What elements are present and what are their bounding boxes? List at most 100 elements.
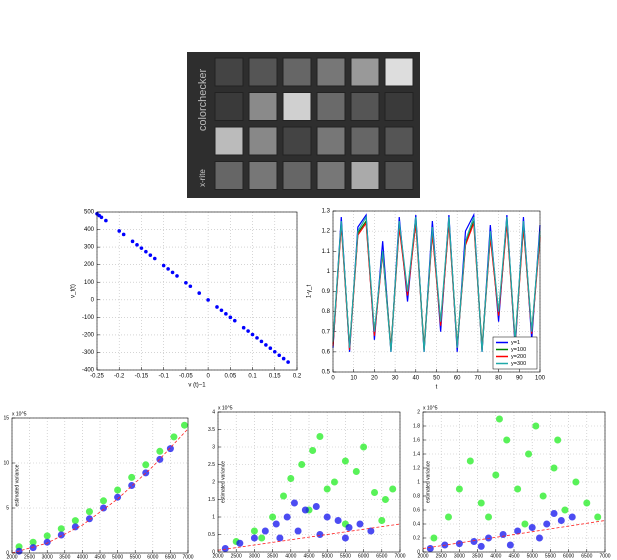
point xyxy=(236,539,244,547)
point xyxy=(166,267,170,271)
point xyxy=(378,517,386,524)
point xyxy=(264,343,268,347)
plot-frame xyxy=(332,210,541,373)
legend-label: y=1 xyxy=(511,340,520,346)
point xyxy=(485,534,493,542)
x-tick-label: 70 xyxy=(475,376,482,382)
point xyxy=(381,496,389,503)
point xyxy=(170,433,178,441)
y-axis-label: v_t(t) xyxy=(71,284,77,298)
y-tick-label: 0.5 xyxy=(322,370,331,376)
axis-multiplier: x 10^5 xyxy=(12,411,27,417)
series-line xyxy=(11,428,189,554)
y-tick-label: 100 xyxy=(84,280,95,286)
point xyxy=(197,291,202,295)
x-tick-label: 10 xyxy=(350,376,357,382)
point xyxy=(272,520,280,528)
y-axis-label: estimated variance xyxy=(14,464,20,506)
x-tick-label: 4000 xyxy=(77,554,88,560)
y-tick-label: 0 xyxy=(212,549,215,555)
point xyxy=(583,499,591,507)
x-tick-label: -0.05 xyxy=(179,374,193,380)
y-tick-label: 2 xyxy=(417,409,420,415)
x-tick-label: 3000 xyxy=(42,554,53,560)
point xyxy=(135,243,139,247)
x-tick-label: 6000 xyxy=(147,554,158,560)
y-axis-label: estimated variance xyxy=(220,461,226,503)
y-tick-label: 1.3 xyxy=(322,209,331,215)
y-tick-label: 1.2 xyxy=(322,229,331,235)
y-tick-label: -400 xyxy=(82,368,95,374)
point xyxy=(550,510,558,517)
point xyxy=(130,239,135,244)
patch xyxy=(248,57,278,87)
point xyxy=(323,485,331,493)
point xyxy=(286,360,290,364)
point xyxy=(514,527,522,535)
x-tick-label: 2500 xyxy=(436,553,447,559)
point xyxy=(356,520,364,528)
point xyxy=(525,450,533,458)
y-tick-label: 0.5 xyxy=(208,532,215,538)
point xyxy=(554,436,562,444)
patch xyxy=(350,92,380,121)
point xyxy=(258,534,266,542)
legend-label: y=200 xyxy=(511,354,526,360)
x-tick-label: 4500 xyxy=(94,554,105,560)
y-tick-label: 1.8 xyxy=(413,423,420,429)
point xyxy=(232,318,237,323)
point xyxy=(144,249,148,254)
y-tick-label: 200 xyxy=(84,262,95,268)
point xyxy=(430,534,438,542)
point xyxy=(360,443,368,451)
point xyxy=(228,315,233,320)
point xyxy=(121,232,126,237)
x-tick-label: 3500 xyxy=(267,553,278,559)
point xyxy=(341,457,349,465)
plot-frame xyxy=(11,417,189,554)
y-tick-label: -200 xyxy=(82,332,95,338)
y-tick-label: 1.5 xyxy=(208,497,215,503)
x-tick-label: 0 xyxy=(331,376,335,382)
y-axis-label: 1-γ_t xyxy=(307,285,313,299)
patch xyxy=(214,161,244,190)
x-tick-label: 4000 xyxy=(285,553,296,559)
x-axis-label: v (t)−1 xyxy=(188,383,206,389)
y-tick-label: 0.8 xyxy=(413,493,420,499)
y-tick-label: 5 xyxy=(6,505,9,511)
x-tick-label: 6500 xyxy=(376,553,387,559)
point xyxy=(367,527,375,535)
point xyxy=(114,486,122,494)
patch xyxy=(384,57,414,87)
x-tick-label: 0.15 xyxy=(269,374,281,380)
patch xyxy=(214,92,244,121)
point xyxy=(312,503,320,510)
point xyxy=(477,499,485,507)
point xyxy=(250,534,258,542)
patch xyxy=(316,126,346,156)
patch xyxy=(316,92,346,121)
plot-area xyxy=(12,418,188,553)
point xyxy=(128,473,136,481)
x-tick-label: 4000 xyxy=(490,553,501,559)
point xyxy=(426,545,434,552)
point xyxy=(535,534,543,542)
x-tick-label: 6500 xyxy=(165,554,176,560)
point xyxy=(539,492,547,500)
point xyxy=(259,339,264,344)
point xyxy=(280,492,288,500)
point xyxy=(269,513,277,521)
patch xyxy=(282,161,312,190)
x-tick-label: 5000 xyxy=(112,554,123,560)
y-tick-label: 2.5 xyxy=(208,462,215,468)
x-tick-label: 3500 xyxy=(472,553,483,559)
point xyxy=(57,531,65,539)
x-tick-label: 5500 xyxy=(545,553,556,559)
point xyxy=(272,349,277,354)
point xyxy=(219,308,224,313)
point xyxy=(572,478,580,486)
y-tick-label: 1.2 xyxy=(413,465,420,471)
point xyxy=(71,517,79,525)
point xyxy=(550,464,558,472)
series-line xyxy=(217,523,401,551)
